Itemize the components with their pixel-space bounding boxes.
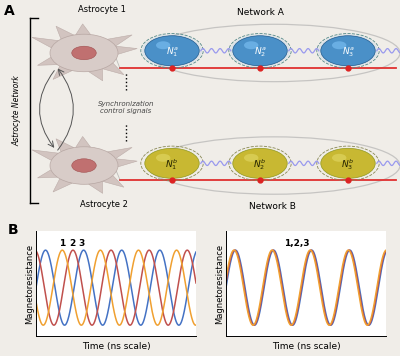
Circle shape (233, 36, 287, 66)
Text: Synchronization
control signals: Synchronization control signals (98, 100, 154, 114)
Text: Network A: Network A (236, 7, 284, 17)
Circle shape (156, 154, 170, 162)
Polygon shape (76, 136, 90, 147)
Circle shape (332, 154, 346, 162)
Circle shape (332, 41, 346, 49)
Circle shape (145, 36, 199, 66)
Text: $N_1^b$: $N_1^b$ (166, 157, 178, 172)
Circle shape (50, 34, 118, 72)
Circle shape (321, 36, 375, 66)
Text: $N_3^b$: $N_3^b$ (342, 157, 354, 172)
Polygon shape (88, 181, 103, 193)
Circle shape (244, 41, 258, 49)
Polygon shape (107, 147, 132, 159)
Text: $N_3^a$: $N_3^a$ (342, 45, 354, 59)
Polygon shape (88, 69, 103, 81)
Circle shape (72, 159, 96, 172)
Circle shape (233, 36, 287, 66)
Text: 3: 3 (78, 239, 85, 248)
Text: B: B (8, 222, 19, 236)
Polygon shape (102, 63, 124, 75)
Circle shape (72, 46, 96, 60)
Polygon shape (56, 26, 74, 39)
Text: Network B: Network B (248, 202, 296, 211)
Polygon shape (56, 139, 74, 152)
Text: A: A (4, 4, 15, 19)
Circle shape (321, 148, 375, 178)
Text: $N_1^a$: $N_1^a$ (166, 45, 178, 59)
Circle shape (156, 41, 170, 49)
Circle shape (244, 154, 258, 162)
Polygon shape (102, 176, 124, 187)
Polygon shape (38, 57, 57, 66)
X-axis label: Time (ns scale): Time (ns scale) (82, 342, 150, 351)
Circle shape (145, 36, 199, 66)
Y-axis label: Magnetoresistance: Magnetoresistance (26, 244, 35, 324)
X-axis label: Time (ns scale): Time (ns scale) (272, 342, 340, 351)
Text: Astrocyte 1: Astrocyte 1 (78, 5, 126, 15)
Circle shape (142, 34, 202, 67)
Text: Astrocyte Network: Astrocyte Network (12, 75, 21, 146)
Text: 1: 1 (59, 239, 65, 248)
Circle shape (230, 34, 290, 67)
Y-axis label: Magnetoresistance: Magnetoresistance (216, 244, 225, 324)
Polygon shape (116, 46, 137, 54)
Polygon shape (107, 35, 132, 46)
Text: $N_2^b$: $N_2^b$ (254, 157, 266, 172)
Polygon shape (32, 150, 58, 160)
Text: $N_2^a$: $N_2^a$ (254, 45, 266, 59)
Text: Astrocyte 2: Astrocyte 2 (80, 200, 128, 209)
Polygon shape (53, 66, 72, 79)
Text: 1,2,3: 1,2,3 (284, 239, 309, 248)
Polygon shape (38, 170, 57, 178)
Text: 2: 2 (69, 239, 76, 248)
Circle shape (145, 148, 199, 178)
Circle shape (318, 34, 378, 67)
Polygon shape (116, 159, 137, 167)
Polygon shape (32, 37, 58, 48)
Circle shape (50, 147, 118, 184)
Polygon shape (53, 179, 72, 192)
Circle shape (233, 148, 287, 178)
Polygon shape (76, 24, 90, 35)
Circle shape (321, 36, 375, 66)
